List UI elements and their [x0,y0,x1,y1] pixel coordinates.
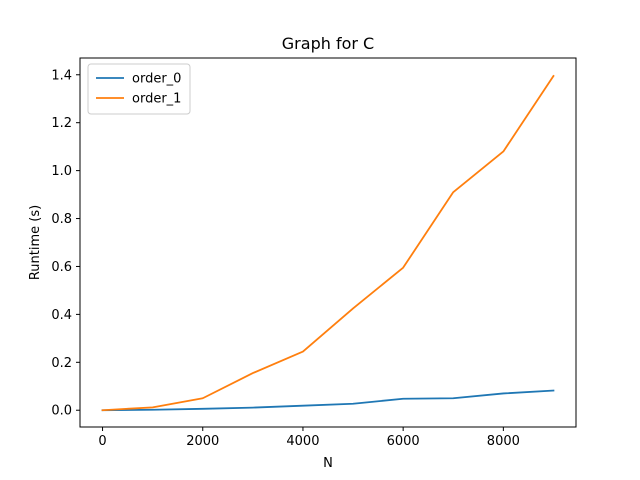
legend: order_0 order_1 [87,63,191,115]
x-tick-label: 2000 [186,434,219,449]
y-tick-label: 0.0 [51,404,72,419]
y-tick-label: 0.8 [51,212,72,227]
chart-title: Graph for C [282,34,374,53]
legend-label-order-0: order_0 [132,72,181,87]
plot-area-frame [79,57,577,428]
y-axis-label: Runtime (s) [28,205,43,280]
legend-box [87,63,191,115]
x-tick-label: 8000 [487,434,520,449]
series-layer [101,74,555,412]
y-tick-label: 0.4 [51,308,72,323]
series-line-order-0 [101,389,555,412]
y-tick-label: 0.2 [51,356,72,371]
y-tick-label: 1.4 [51,68,72,83]
y-tick-label: 1.2 [51,116,72,131]
x-tick-label: 0 [98,434,106,449]
y-tick-label: 1.0 [51,164,72,179]
y-tick-label: 0.6 [51,260,72,275]
series-line-order-1 [101,74,555,412]
legend-label-order-1: order_1 [132,92,181,107]
x-tick-label: 6000 [387,434,420,449]
axes-layer: 0 2000 4000 6000 8000 0.0 0.2 0.4 0.6 0.8 1.0 1.2 1.… [51,68,520,449]
x-axis-label: N [323,456,333,471]
x-tick-label: 4000 [286,434,319,449]
